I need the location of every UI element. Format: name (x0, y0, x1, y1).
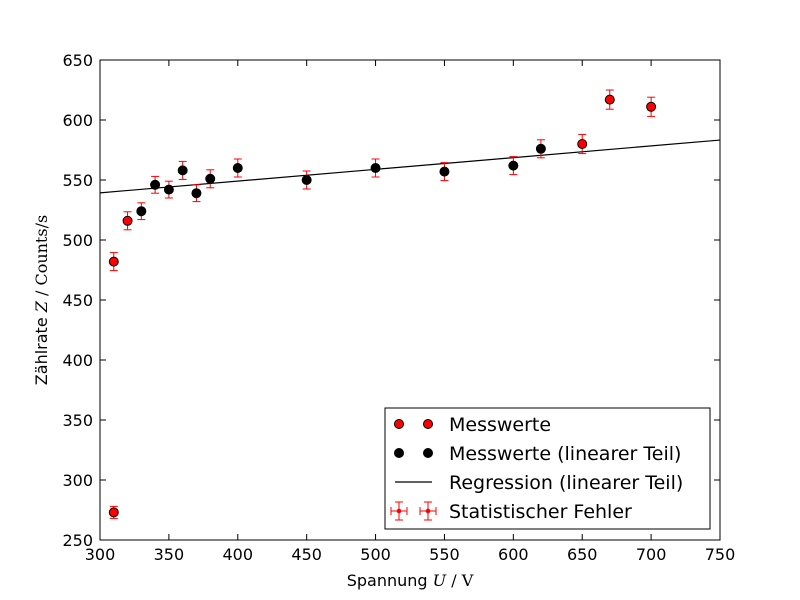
linear-series-point (136, 206, 147, 217)
axes: 300 350 400 450 500 550 600 650 700 7502503003504… (62, 51, 735, 564)
legend: Messwerte Messwerte (linearer Teil) Regr… (384, 407, 711, 530)
measured-series-point (604, 94, 615, 105)
linear-series-point (177, 165, 188, 176)
y-axis-label: Zählrate Z / Counts/s (32, 215, 51, 385)
legend-marker-messwerte-2 (423, 419, 433, 429)
y-tick-label: 550 (62, 171, 93, 190)
legend-label-linear: Messwerte (linearer Teil) (449, 443, 681, 465)
regression-line (100, 139, 720, 194)
legend-frame (384, 407, 711, 530)
y-tick-label: 450 (62, 291, 93, 310)
x-tick-label: 600 (498, 545, 529, 564)
measured-series-point (646, 101, 657, 112)
x-tick-label: 450 (291, 545, 322, 564)
legend-errbar-dot-2 (425, 508, 431, 514)
linear-series-point (163, 184, 174, 195)
legend-label-messwerte: Messwerte (449, 414, 551, 436)
linear-series-point (535, 143, 546, 154)
y-tick-label: 350 (62, 411, 93, 430)
linear-series-point (439, 166, 450, 177)
legend-item-linear: Messwerte (linearer Teil) (394, 443, 681, 465)
y-tick-label: 400 (62, 351, 93, 370)
legend-marker-linear-1 (394, 448, 404, 458)
x-tick-label: 700 (636, 545, 667, 564)
x-tick-label: 350 (154, 545, 185, 564)
linear-series-point (301, 175, 312, 185)
x-tick-label: 400 (223, 545, 254, 564)
legend-errbar-dot-1 (396, 508, 402, 514)
linear-series-point (191, 188, 202, 199)
legend-item-messwerte: Messwerte (394, 414, 551, 436)
linear-series-point (232, 163, 243, 173)
x-tick-label: 650 (567, 545, 598, 564)
measured-series-point (122, 215, 133, 226)
x-axis-label: Spannung U / V (347, 571, 474, 590)
x-tick-label: 500 (360, 545, 391, 564)
y-tick-label: 650 (62, 51, 93, 70)
y-tick-label: 500 (62, 231, 93, 250)
legend-label-errorbar: Statistischer Fehler (449, 501, 632, 523)
linear-series-point (508, 160, 519, 171)
x-tick-label: 550 (429, 545, 460, 564)
measured-series-point (108, 256, 119, 267)
legend-item-regression: Regression (linearer Teil) (395, 472, 683, 494)
measured-series-point (108, 507, 119, 518)
y-tick-label: 250 (62, 531, 93, 550)
y-tick-label: 600 (62, 111, 93, 130)
y-tick-label: 300 (62, 471, 93, 490)
x-tick-label: 750 (705, 545, 736, 564)
plot-area (100, 89, 720, 519)
linear-series-point (370, 163, 381, 173)
linear-series-point (205, 173, 216, 184)
legend-label-regression: Regression (linearer Teil) (449, 472, 683, 494)
legend-marker-linear-2 (423, 448, 433, 458)
measured-series-point (577, 139, 588, 149)
linear-series-point (150, 179, 161, 190)
legend-item-errorbar: Statistischer Fehler (390, 501, 632, 523)
legend-marker-messwerte-1 (394, 419, 404, 429)
x-tick-label: 300 (85, 545, 116, 564)
